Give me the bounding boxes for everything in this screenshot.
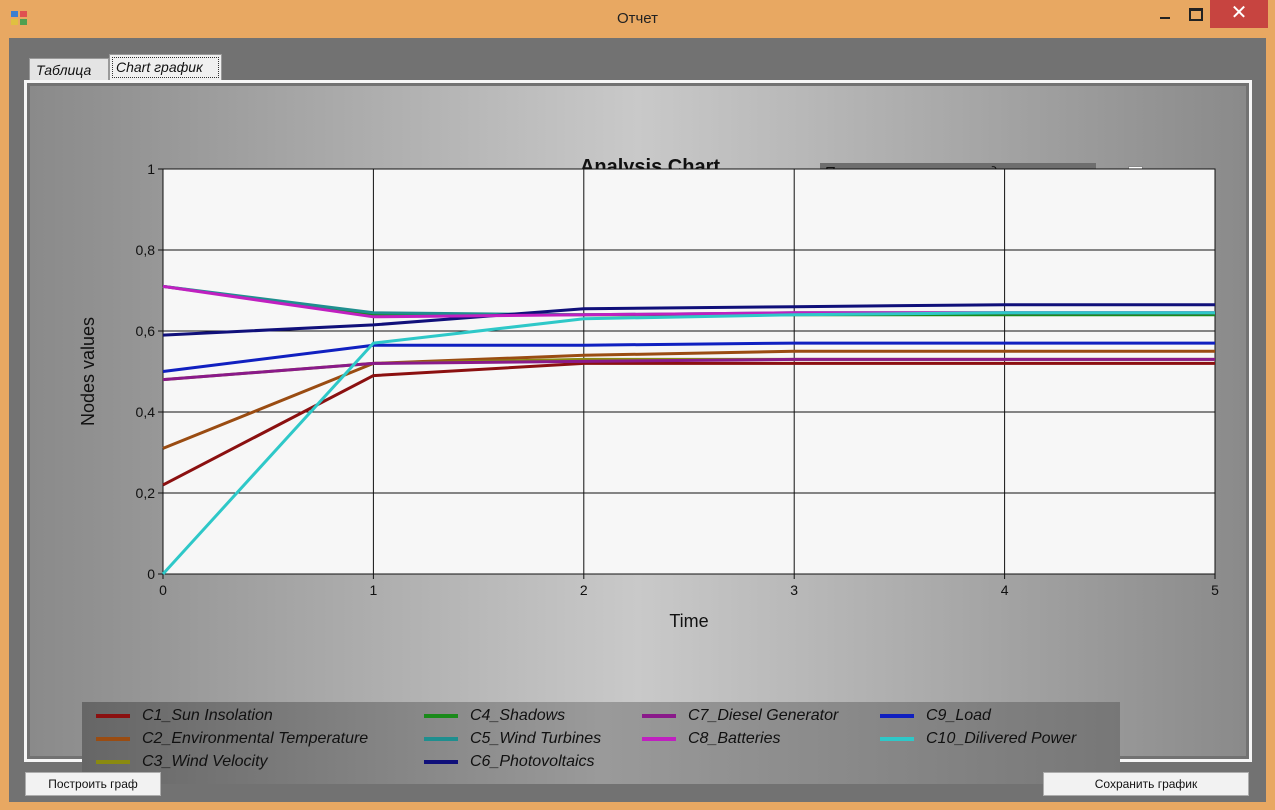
legend-label: C1_Sun Insolation: [142, 707, 273, 724]
close-button[interactable]: ✕: [1210, 0, 1268, 28]
series-line-7: [162, 357, 1215, 382]
legend-label: C2_Environmental Temperature: [142, 730, 369, 747]
tab-label: Таблица: [36, 62, 92, 78]
legend-label: C4_Shadows: [470, 707, 566, 724]
x-axis-label: Time: [669, 611, 708, 631]
line-chart: 0 0,2 0,4 0,6 0,8 1 0 1 2 3 4 5 Time Nodes values: [78, 161, 1219, 631]
y-tick-label: 0: [147, 566, 155, 582]
x-tick-label: 4: [1001, 582, 1009, 598]
legend-swatch: [96, 714, 130, 718]
series-line-9: [162, 341, 1215, 373]
tab-label: Chart график: [116, 59, 203, 75]
chart-area: Analysis Chart Показать только выходные …: [30, 86, 1246, 784]
legend-swatch: [880, 714, 914, 718]
minimize-button[interactable]: [1150, 0, 1180, 28]
series-line-6: [162, 303, 1215, 337]
y-tick-label: 0,6: [136, 323, 156, 339]
focus-rectangle: [112, 57, 219, 78]
series-line-10: [161, 311, 1215, 576]
legend-label: C9_Load: [926, 707, 991, 724]
window-client-area: Таблица Chart график Analysis Chart Пока…: [9, 38, 1266, 802]
window-title: Отчет: [616, 10, 659, 27]
tab-chart[interactable]: Chart график: [109, 54, 222, 80]
y-axis-label: Nodes values: [78, 317, 98, 426]
app-icon: [11, 11, 27, 25]
legend-swatch: [424, 714, 458, 718]
legend-swatch: [880, 737, 914, 741]
legend-label: C3_Wind Velocity: [142, 753, 268, 770]
plot-area: [163, 169, 1215, 574]
y-tick-label: 1: [147, 161, 155, 177]
legend-label: C10_Dilivered Power: [926, 730, 1077, 747]
y-tick-label: 0,4: [136, 404, 156, 420]
legend-swatch: [424, 760, 458, 764]
legend-swatch: [642, 737, 676, 741]
x-tick-label: 1: [370, 582, 378, 598]
legend-swatch: [424, 737, 458, 741]
maximize-button[interactable]: [1180, 0, 1210, 28]
legend-swatch: [642, 714, 676, 718]
series-line-1: [162, 361, 1215, 487]
legend-label: C8_Batteries: [688, 730, 781, 747]
tab-table[interactable]: Таблица: [29, 58, 109, 80]
y-tick-label: 0,2: [136, 485, 156, 501]
y-tick-label: 0,8: [136, 242, 156, 258]
title-bar[interactable]: Отчет ✕: [0, 0, 1275, 38]
chart-legend: C1_Sun Insolation C2_Environmental Temper…: [82, 702, 1120, 784]
close-icon: ✕: [1230, 2, 1248, 24]
x-tick-label: 0: [159, 582, 167, 598]
x-tick-label: 5: [1211, 582, 1219, 598]
x-tick-label: 3: [790, 582, 798, 598]
legend-swatch: [96, 760, 130, 764]
legend-label: C5_Wind Turbines: [470, 730, 602, 747]
x-tick-label: 2: [580, 582, 588, 598]
legend-label: C7_Diesel Generator: [688, 707, 839, 724]
legend-label: C6_Photovoltaics: [470, 753, 595, 770]
chart-tab-panel: Analysis Chart Показать только выходные …: [24, 80, 1252, 784]
legend-swatch: [96, 737, 130, 741]
build-graph-button[interactable]: Построить граф: [25, 772, 161, 796]
series-line-2: [162, 349, 1215, 450]
save-chart-button[interactable]: Сохранить график: [1043, 772, 1249, 796]
